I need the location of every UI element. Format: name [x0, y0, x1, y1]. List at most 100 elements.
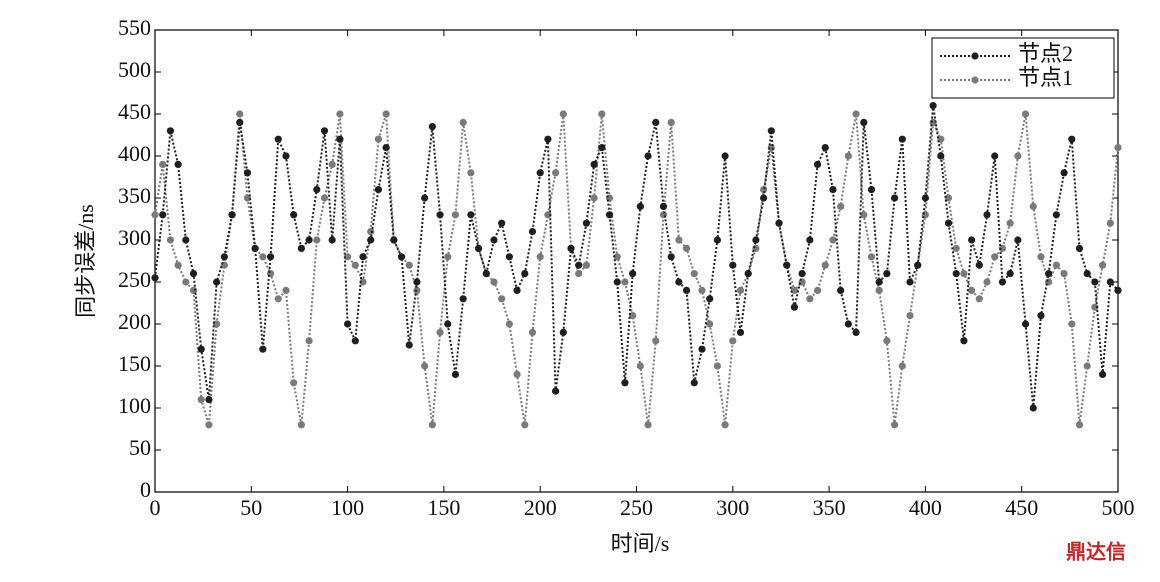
data-point [313, 186, 321, 194]
y-tick-label: 400 [118, 141, 151, 166]
data-point [436, 328, 444, 336]
data-point [621, 278, 629, 286]
data-point [521, 421, 529, 429]
data-point [721, 152, 729, 160]
data-point [713, 236, 721, 244]
y-tick-label: 300 [118, 225, 151, 250]
y-tick-label: 0 [140, 477, 151, 502]
x-tick-label: 350 [813, 495, 846, 520]
data-point [837, 202, 845, 210]
data-point [344, 320, 352, 328]
data-point [867, 253, 876, 261]
data-point [451, 211, 460, 219]
data-point [467, 211, 475, 219]
legend-box [931, 37, 1115, 99]
y-tick-label: 50 [129, 435, 151, 460]
data-point [944, 219, 953, 227]
data-point [313, 236, 321, 244]
data-point [513, 370, 521, 378]
data-point [698, 345, 706, 353]
data-point [159, 160, 167, 168]
data-point [205, 421, 213, 429]
data-point [1098, 370, 1107, 378]
data-point [174, 160, 182, 168]
data-point [405, 261, 413, 269]
data-point [305, 236, 313, 244]
data-point [174, 261, 182, 269]
x-tick-label: 500 [1102, 495, 1135, 520]
data-point [413, 278, 421, 286]
data-point [1006, 219, 1014, 227]
data-point [929, 102, 937, 110]
data-point [490, 236, 498, 244]
data-point [821, 144, 829, 152]
data-point [783, 261, 791, 269]
data-point [282, 152, 290, 160]
data-point [182, 278, 190, 286]
data-point [813, 160, 822, 168]
data-point [813, 286, 822, 294]
data-point [220, 253, 228, 261]
data-point [690, 270, 698, 278]
data-point [975, 261, 983, 269]
data-point [667, 118, 675, 126]
chart-background [70, 10, 1140, 558]
data-point [151, 211, 159, 219]
data-point [559, 328, 567, 336]
data-point [736, 286, 745, 294]
y-tick-label: 550 [118, 15, 151, 40]
x-tick-label: 250 [620, 495, 653, 520]
legend-marker [971, 76, 979, 84]
data-point [890, 421, 899, 429]
data-point [282, 286, 290, 294]
data-point [721, 421, 729, 429]
y-tick-label: 250 [118, 267, 151, 292]
data-point [197, 345, 205, 353]
data-point [598, 110, 606, 118]
data-point [274, 295, 282, 303]
data-point [775, 219, 783, 227]
data-point [1106, 278, 1114, 286]
legend-marker [971, 52, 979, 60]
data-point [1014, 152, 1022, 160]
data-point [675, 236, 683, 244]
data-point [613, 253, 621, 261]
data-point [582, 219, 591, 227]
data-point [467, 169, 475, 177]
data-point [374, 186, 383, 194]
data-point [166, 236, 175, 244]
data-point [544, 135, 552, 143]
data-point [567, 244, 575, 252]
data-point [767, 127, 775, 135]
data-point [1060, 169, 1068, 177]
data-point [706, 295, 714, 303]
data-point [320, 127, 329, 135]
x-tick-label: 0 [150, 495, 161, 520]
y-tick-label: 150 [118, 351, 151, 376]
data-point [197, 396, 205, 404]
x-tick-label: 50 [240, 495, 262, 520]
data-point [290, 379, 298, 387]
data-point [991, 253, 999, 261]
data-point [536, 169, 544, 177]
data-point [1106, 219, 1114, 227]
x-tick-label: 400 [909, 495, 942, 520]
data-point [952, 270, 960, 278]
data-point [528, 328, 537, 336]
data-point [629, 270, 637, 278]
data-point [182, 236, 190, 244]
data-point [1029, 404, 1037, 412]
data-point [790, 286, 799, 294]
data-point [1052, 261, 1060, 269]
data-point [998, 244, 1007, 252]
data-point [798, 270, 806, 278]
data-point [1045, 270, 1053, 278]
data-point [251, 244, 259, 252]
data-point [844, 152, 852, 160]
data-point [752, 236, 760, 244]
data-point [498, 295, 506, 303]
data-point [397, 253, 406, 261]
data-point [744, 270, 752, 278]
x-tick-label: 150 [427, 495, 460, 520]
data-point [636, 362, 644, 370]
